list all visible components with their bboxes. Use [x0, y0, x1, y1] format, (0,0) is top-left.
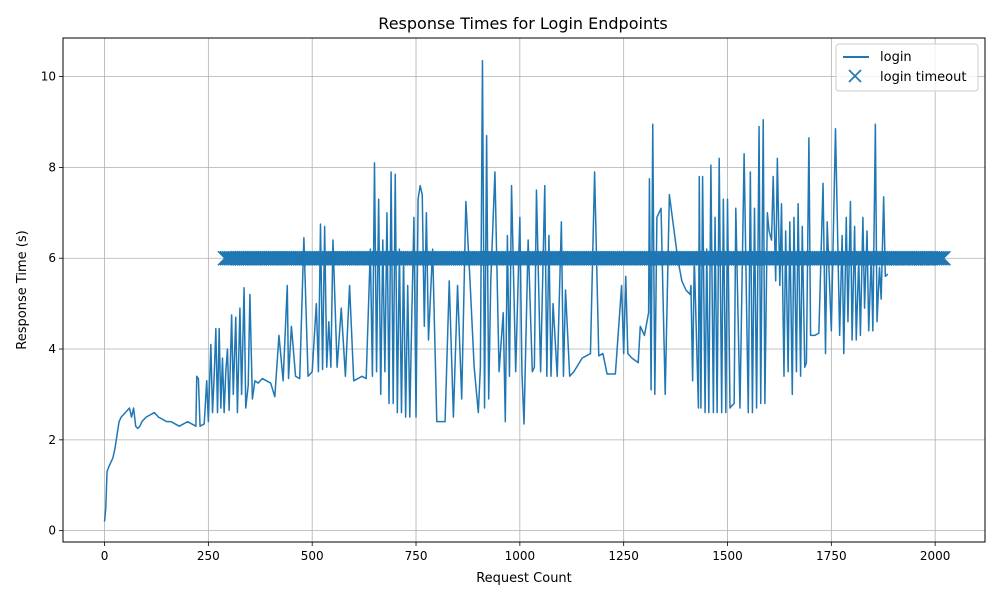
- y-axis-label: Response Time (s): [15, 230, 30, 349]
- x-tick-label: 500: [301, 549, 324, 563]
- x-tick-label: 2000: [920, 549, 951, 563]
- x-tick-label: 750: [405, 549, 428, 563]
- legend-x-marker: [848, 69, 862, 83]
- y-tick-label: 6: [48, 251, 56, 265]
- y-tick-label: 4: [48, 342, 56, 356]
- legend: login login timeout: [835, 43, 979, 92]
- login-line: [103, 59, 889, 522]
- x-tick-label: 250: [197, 549, 220, 563]
- y-tick-label: 8: [48, 160, 56, 174]
- y-tick-label: 0: [48, 524, 56, 538]
- x-tick-label: 1750: [816, 549, 847, 563]
- axis-ticks: 0 250 500 750 1000 1250 1500 1750 2000 0 2 4 6 8 10: [41, 70, 951, 563]
- legend-label-login: login: [880, 50, 912, 65]
- chart-title: Response Times for Login Endpoints: [378, 14, 667, 33]
- legend-label-login-timeout: login timeout: [880, 70, 966, 85]
- y-tick-label: 2: [48, 433, 56, 447]
- legend-box: [835, 43, 979, 92]
- login-timeout-markers: [217, 250, 952, 266]
- plot-frame: [62, 37, 986, 543]
- plot-data: [103, 59, 952, 522]
- x-axis-label: Request Count: [476, 571, 572, 586]
- x-tick-label: 0: [101, 549, 109, 563]
- y-tick-label: 10: [41, 70, 56, 84]
- x-tick-label: 1000: [505, 549, 536, 563]
- x-tick-label: 1250: [608, 549, 639, 563]
- x-tick-label: 1500: [712, 549, 743, 563]
